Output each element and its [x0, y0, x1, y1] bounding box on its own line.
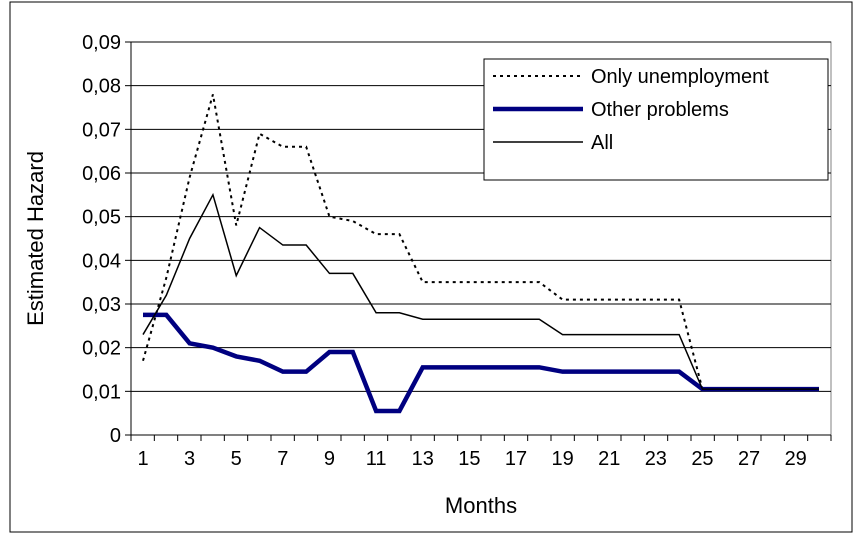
x-tick-label: 29 — [785, 448, 807, 470]
legend: Only unemployment Other problems All — [483, 58, 829, 181]
series-line-0 — [142, 94, 819, 391]
y-tick-label: 0,03 — [82, 294, 121, 316]
x-tick-label: 1 — [137, 448, 148, 470]
y-tick-label: 0,09 — [82, 32, 121, 54]
y-tick-label: 0,08 — [82, 76, 121, 98]
y-tick-label: 0,06 — [82, 163, 121, 185]
y-tick-label: 0,04 — [82, 250, 121, 272]
x-tick-label: 7 — [277, 448, 288, 470]
x-tick-label: 11 — [366, 448, 387, 470]
y-axis-title: Estimated Hazard — [23, 151, 48, 326]
legend-label: Other problems — [591, 99, 729, 121]
legend-label: All — [591, 132, 613, 154]
series-layer — [142, 94, 819, 414]
y-tick-label: 0,02 — [82, 338, 121, 360]
y-tick-label: 0,07 — [82, 119, 121, 141]
x-tick-label: 27 — [738, 448, 760, 470]
x-tick-label: 21 — [598, 448, 620, 470]
x-tick-label: 15 — [458, 448, 480, 470]
x-axis: 1 3 5 7 9 11 13 15 17 19 21 23 25 27 29 — [130, 434, 832, 470]
x-tick-label: 3 — [184, 448, 195, 470]
legend-label: Only unemployment — [591, 66, 769, 88]
x-axis-title: Months — [445, 493, 517, 518]
x-tick-label: 13 — [412, 448, 434, 470]
y-tick-label: 0,01 — [82, 381, 121, 403]
y-tick-label: 0,05 — [82, 207, 121, 229]
series-line-2 — [142, 192, 819, 390]
y-axis: 0 0,01 0,02 0,03 0,04 0,05 0,06 0,07 0,08 0,09 — [82, 32, 132, 447]
x-tick-label: 5 — [231, 448, 242, 470]
x-tick-label: 19 — [551, 448, 573, 470]
x-tick-label: 9 — [324, 448, 335, 470]
x-tick-label: 23 — [645, 448, 667, 470]
legend-box — [483, 58, 829, 181]
x-tick-label: 25 — [691, 448, 713, 470]
x-tick-label: 17 — [505, 448, 527, 470]
y-tick-label: 0 — [110, 425, 121, 447]
